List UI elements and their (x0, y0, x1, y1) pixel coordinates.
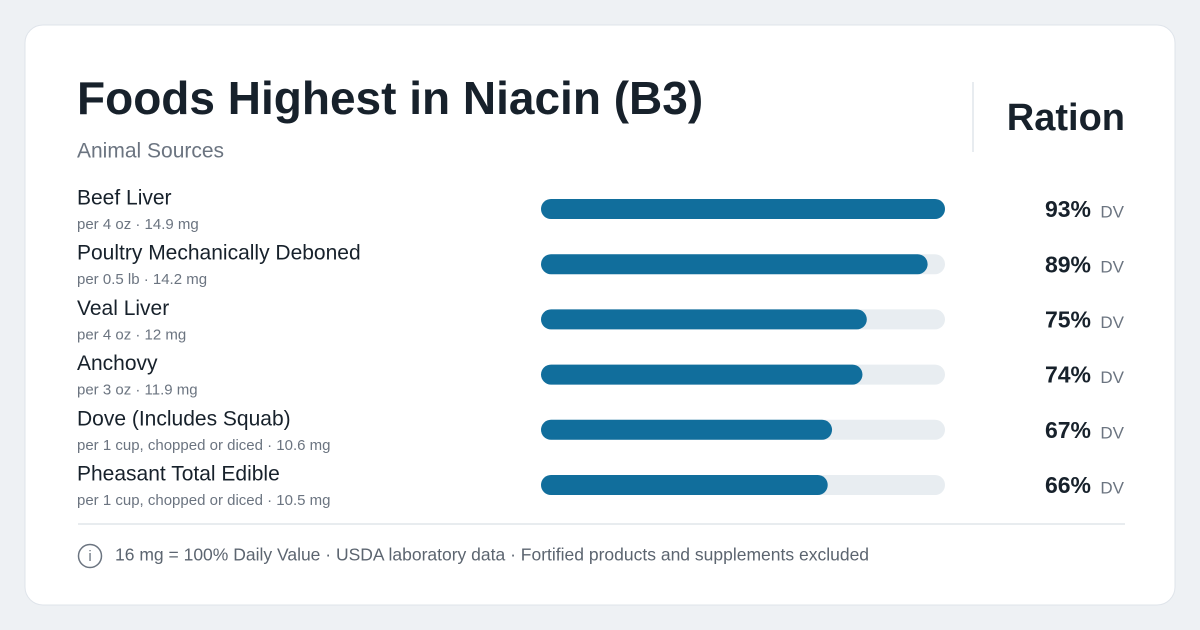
value-unit: DV (1100, 313, 1124, 332)
bar (541, 364, 863, 385)
food-name: Poultry Mechanically Deboned (77, 242, 361, 265)
bar (541, 199, 945, 219)
bar (541, 254, 928, 275)
bar (541, 309, 867, 330)
value-unit: DV (1100, 258, 1124, 277)
food-name: Veal Liver (77, 297, 169, 320)
brand: Ration (1007, 97, 1125, 139)
value-label: 75% (1045, 306, 1091, 332)
food-name: Anchovy (77, 352, 158, 375)
info-icon (77, 543, 103, 569)
food-detail: per 1 cup, chopped or diced · 10.5 mg (77, 492, 331, 509)
value-label: 89% (1045, 251, 1091, 277)
food-name: Pheasant Total Edible (77, 463, 280, 486)
food-detail: per 0.5 lb · 14.2 mg (77, 271, 207, 288)
chart-title: Foods Highest in Niacin (B3) (77, 72, 703, 124)
value-label: 74% (1045, 362, 1091, 388)
subtitle: Animal Sources (77, 140, 224, 163)
food-detail: per 4 oz · 14.9 mg (77, 216, 199, 233)
value-unit: DV (1100, 423, 1124, 442)
food-name: Dove (Includes Squab) (77, 407, 291, 430)
food-detail: per 3 oz · 11.9 mg (77, 382, 198, 399)
food-detail: per 1 cup, chopped or diced · 10.6 mg (77, 437, 331, 454)
value-label: 93% (1045, 196, 1091, 222)
value-label: 66% (1045, 472, 1091, 498)
food-detail: per 4 oz · 12 mg (77, 326, 186, 343)
value-unit: DV (1100, 202, 1124, 221)
bar (541, 475, 828, 495)
value-unit: DV (1100, 478, 1124, 497)
value-unit: DV (1100, 368, 1124, 387)
bar (541, 419, 833, 440)
food-name: Beef Liver (77, 187, 172, 210)
value-label: 67% (1045, 417, 1091, 443)
info-icon-glyph: i (88, 548, 91, 565)
footnote: 16 mg = 100% Daily Value · USDA laborato… (115, 545, 869, 565)
